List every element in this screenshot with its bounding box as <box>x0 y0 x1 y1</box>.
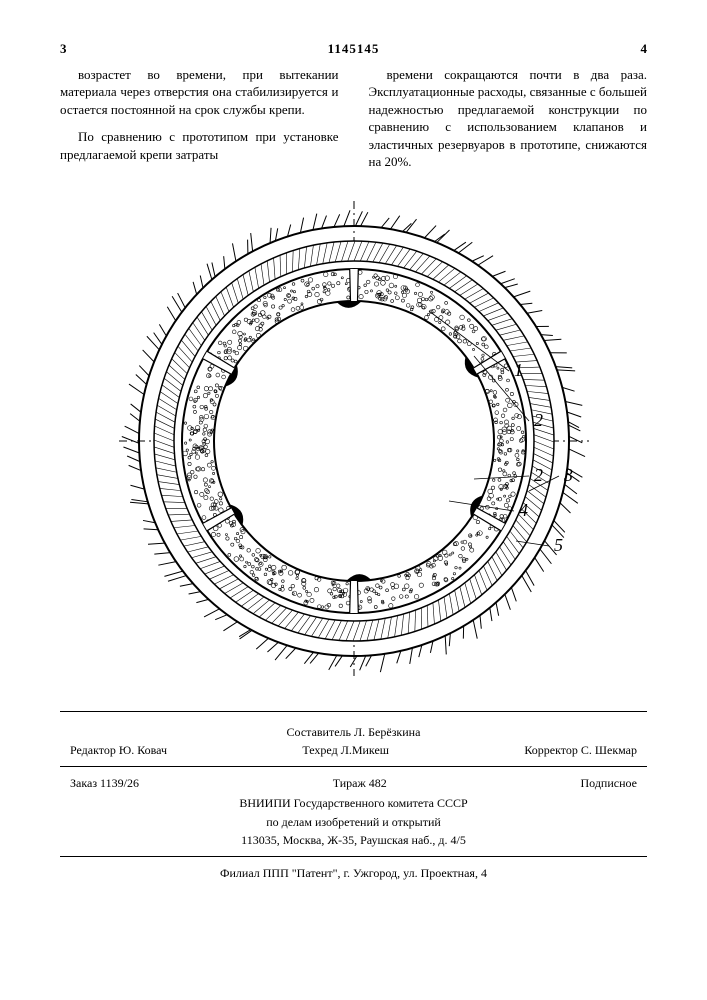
org: по делам изобретений и открытий <box>60 814 647 830</box>
svg-text:3: 3 <box>563 465 573 485</box>
compiler: Составитель Л. Берёзкина <box>60 724 647 740</box>
patent-number: 1145145 <box>67 40 641 58</box>
tech: Техред Л.Микеш <box>302 742 389 758</box>
svg-text:4: 4 <box>519 500 528 520</box>
paragraph: возрастет во времени, при вытекании мате… <box>60 66 339 119</box>
order-row: Заказ 1139/26 Тираж 482 Подписное <box>60 775 647 791</box>
paragraph: По сравнению с прототипом при установке … <box>60 128 339 163</box>
header-row: 3 1145145 4 <box>60 40 647 58</box>
paragraph: времени сокращаются почти в два раза. Эк… <box>369 66 648 171</box>
page-right: 4 <box>641 40 648 58</box>
address: 113035, Москва, Ж-35, Раушская наб., д. … <box>60 832 647 848</box>
editor: Редактор Ю. Ковач <box>70 742 167 758</box>
svg-text:5: 5 <box>554 535 563 555</box>
address: Филиал ППП "Патент", г. Ужгород, ул. Про… <box>60 865 647 881</box>
svg-text:1: 1 <box>514 360 523 380</box>
cross-section-figure: 122345 <box>104 201 604 681</box>
right-column: времени сокращаются почти в два раза. Эк… <box>369 66 648 181</box>
svg-text:2: 2 <box>534 410 543 430</box>
credits-row: Редактор Ю. Ковач Техред Л.Микеш Коррект… <box>60 742 647 758</box>
subscription: Подписное <box>581 775 638 791</box>
org: ВНИИПИ Государственного комитета СССР <box>60 795 647 811</box>
order: Заказ 1139/26 <box>70 775 139 791</box>
text-columns: возрастет во времени, при вытекании мате… <box>60 66 647 181</box>
corrector: Корректор С. Шекмар <box>524 742 637 758</box>
left-column: возрастет во времени, при вытекании мате… <box>60 66 339 181</box>
svg-text:2: 2 <box>534 465 543 485</box>
circulation: Тираж 482 <box>333 775 387 791</box>
footer: Составитель Л. Берёзкина Редактор Ю. Ков… <box>60 711 647 881</box>
